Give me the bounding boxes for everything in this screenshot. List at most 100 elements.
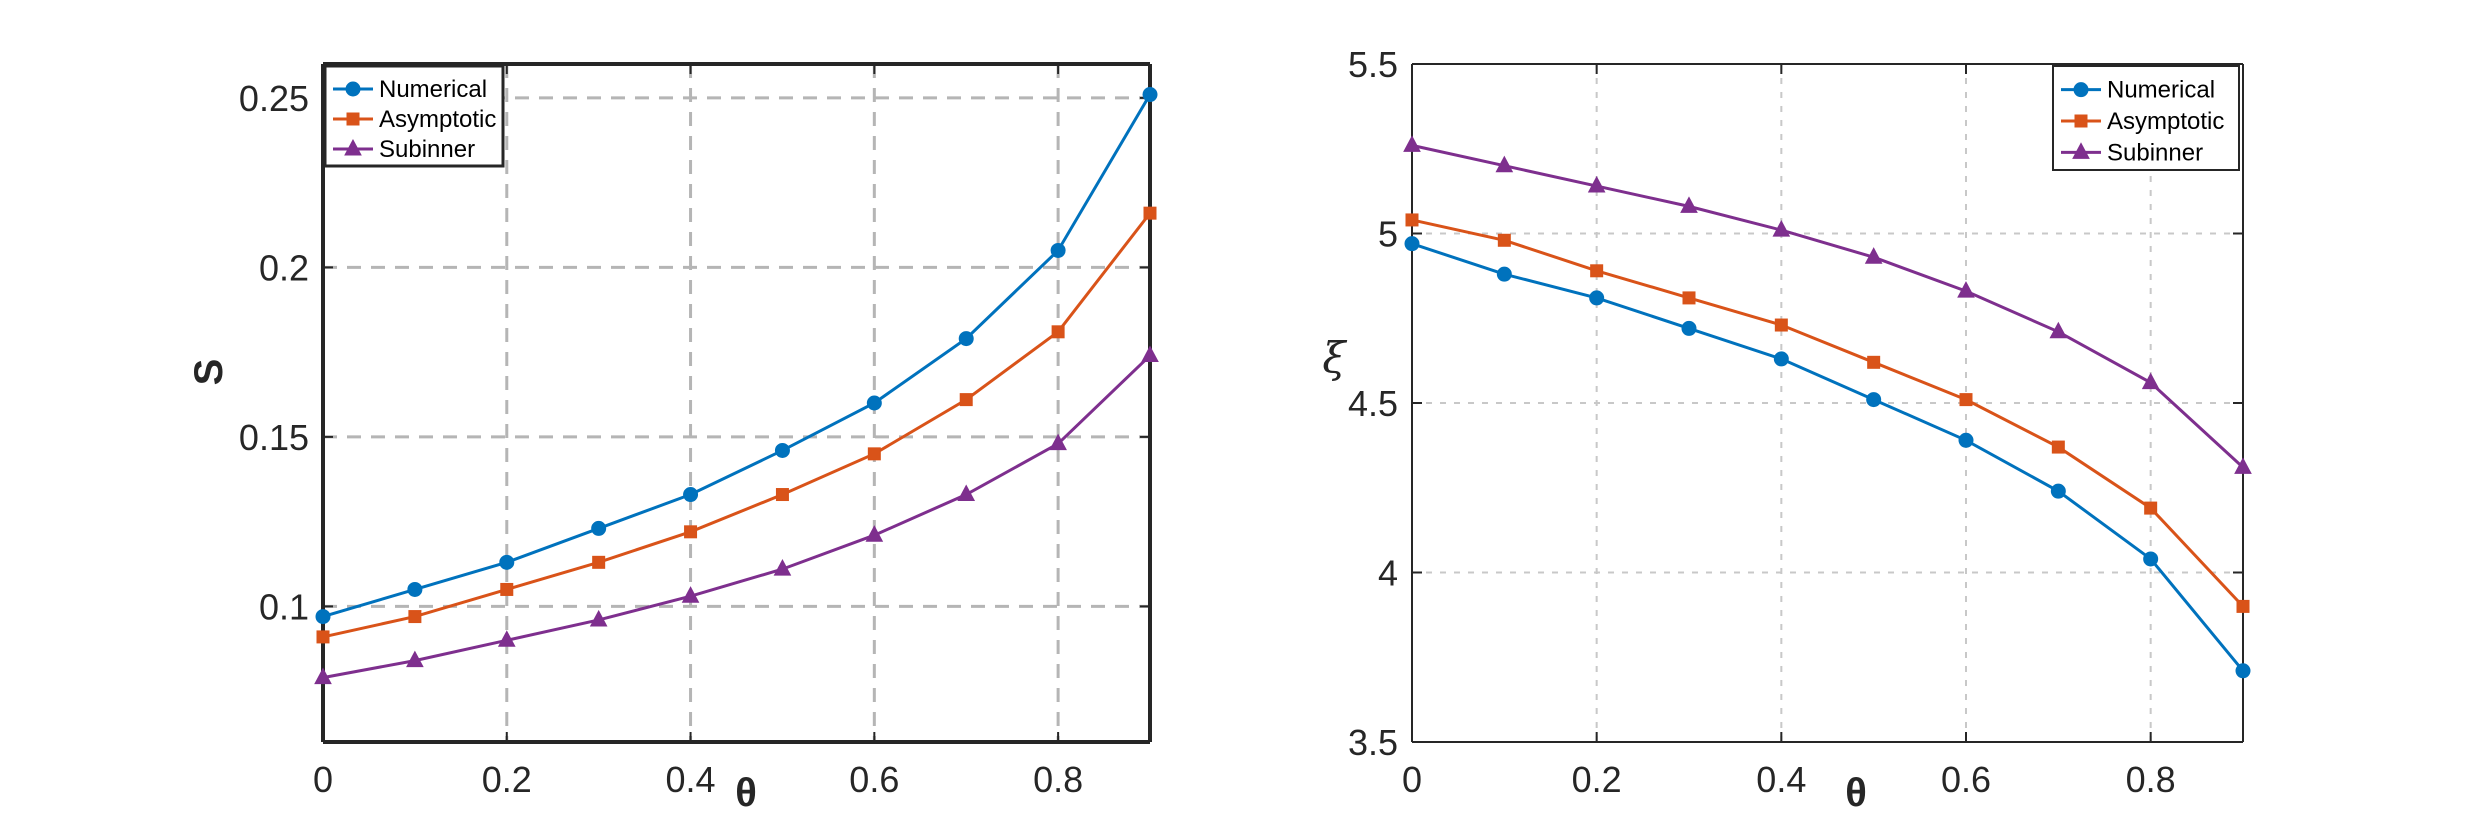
legend-label: Subinner	[2107, 139, 2203, 166]
series-numerical	[315, 87, 1158, 625]
series-asymptotic	[316, 206, 1157, 644]
data-point	[773, 559, 792, 576]
x-axis-title: θ	[1845, 771, 1867, 815]
data-point	[499, 554, 515, 570]
data-point	[2141, 372, 2160, 390]
series-subinner	[1403, 135, 2252, 474]
series-line	[1411, 218, 2245, 608]
data-point	[774, 442, 790, 458]
data-point	[1495, 155, 1514, 173]
data-point	[866, 395, 882, 411]
data-point	[2144, 501, 2158, 515]
data-point	[1867, 355, 1881, 369]
legend-marker	[344, 138, 362, 156]
data-point	[1049, 433, 1067, 451]
series-asymptotic	[1405, 213, 2250, 613]
data-point	[589, 609, 608, 627]
data-point	[1958, 432, 1974, 448]
data-point	[1772, 220, 1791, 237]
y-tick-label: 4	[1378, 553, 1398, 594]
legend-label: Asymptotic	[2107, 108, 2224, 135]
data-point	[959, 393, 973, 407]
data-point	[2235, 663, 2251, 679]
y-tick-label: 5	[1378, 214, 1398, 255]
data-point	[2051, 440, 2065, 454]
data-point	[683, 487, 699, 503]
data-point	[1405, 213, 1419, 227]
data-point	[1866, 392, 1882, 408]
series-numerical	[1404, 236, 2251, 679]
data-point	[1680, 196, 1698, 213]
data-point	[1590, 264, 1604, 278]
legend-label: Numerical	[379, 76, 487, 103]
y-tick-label: 0.2	[259, 247, 309, 288]
data-point	[407, 581, 423, 597]
legend: Numerical Asymptotic Subinner	[323, 64, 505, 168]
x-tick-label: 0.8	[1033, 759, 1083, 800]
data-point	[1773, 351, 1789, 367]
data-point	[1774, 318, 1788, 332]
x-axis-title: θ	[735, 771, 757, 815]
data-point	[681, 586, 700, 603]
series-line	[1411, 242, 2245, 672]
legend-label: Numerical	[2107, 77, 2215, 104]
series-subinner	[314, 345, 1159, 685]
series-line	[322, 212, 1152, 639]
data-point	[314, 667, 332, 685]
y-tick-label: 0.15	[239, 417, 309, 458]
series-line	[322, 354, 1152, 680]
data-point	[1957, 281, 1975, 298]
y-tick-label: 0.25	[239, 78, 309, 119]
data-point	[1682, 291, 1696, 305]
data-point	[408, 610, 422, 624]
data-point	[1051, 325, 1065, 339]
legend-marker	[346, 112, 360, 126]
x-tick-label: 0.2	[482, 759, 532, 800]
data-point	[1681, 320, 1697, 336]
data-point	[2049, 321, 2068, 339]
data-point	[958, 331, 974, 347]
data-point	[1587, 175, 1606, 193]
data-point	[1864, 247, 1883, 264]
data-point	[1403, 135, 1421, 152]
data-point	[684, 525, 698, 539]
y-axis-title: ξ	[1322, 333, 1347, 382]
x-tick-label: 0.8	[2126, 759, 2176, 800]
data-point	[775, 488, 789, 502]
y-tick-label: 5.5	[1348, 44, 1398, 85]
legend: Numerical Asymptotic Subinner	[2052, 65, 2240, 171]
x-tick-label: 0.2	[1572, 759, 1622, 800]
data-point	[1143, 206, 1157, 220]
series-line	[322, 93, 1152, 619]
y-tick-label: 4.5	[1348, 383, 1398, 424]
legend-label: Asymptotic	[379, 106, 496, 133]
x-tick-label: 0.6	[849, 759, 899, 800]
legend-marker	[345, 81, 361, 97]
x-tick-label: 0	[1402, 759, 1422, 800]
legend-marker	[2073, 82, 2089, 98]
data-point	[1404, 236, 1420, 252]
x-tick-label: 0.4	[1756, 759, 1806, 800]
data-point	[2234, 457, 2252, 474]
data-point	[497, 630, 516, 647]
data-point	[867, 447, 881, 461]
data-point	[2236, 599, 2250, 613]
data-point	[500, 582, 514, 596]
y-tick-label: 0.1	[259, 586, 309, 627]
x-tick-label: 0.4	[666, 759, 716, 800]
y-axis-title: S	[187, 359, 231, 386]
data-point	[1589, 290, 1605, 306]
data-point	[315, 609, 331, 625]
data-point	[865, 525, 884, 542]
data-point	[2143, 551, 2159, 567]
data-point	[1142, 87, 1158, 103]
data-point	[957, 484, 976, 502]
data-point	[1959, 393, 1973, 407]
data-point	[316, 630, 330, 644]
chart-1: 0 0.2 0.4 0.6 0.8 0.1 0.15 0.2 0.25 θ S Numerical As…	[187, 62, 1159, 815]
data-point	[1496, 266, 1512, 282]
data-point	[2050, 483, 2066, 499]
y-tick-label: 3.5	[1348, 722, 1398, 763]
legend-label: Subinner	[379, 136, 475, 163]
